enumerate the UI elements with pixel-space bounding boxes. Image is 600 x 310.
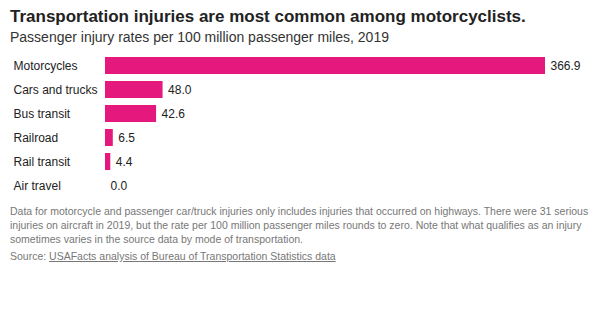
svg-text:Bus transit: Bus transit xyxy=(14,107,71,121)
html-text:Passenger injury rates per 100: Passenger injury rates per 100 million p… xyxy=(10,29,389,45)
html-text:Source: USAFacts analysis of B: Source: USAFacts analysis of Bureau of T… xyxy=(10,250,336,262)
svg-text:48.0: 48.0 xyxy=(168,83,192,97)
svg-text:366.9: 366.9 xyxy=(551,59,581,73)
svg-text:42.6: 42.6 xyxy=(162,107,186,121)
svg-text:6.5: 6.5 xyxy=(118,131,135,145)
svg-text:Air travel: Air travel xyxy=(14,179,61,193)
html-text:Transportation injuries are mo: Transportation injuries are most common … xyxy=(10,7,526,26)
svg-text:Railroad: Railroad xyxy=(14,131,59,145)
svg-text:4.4: 4.4 xyxy=(116,155,133,169)
svg-text:Rail transit: Rail transit xyxy=(14,155,71,169)
svg-text:0.0: 0.0 xyxy=(111,179,128,193)
html-text:Data for motorcycle and passen: Data for motorcycle and passenger car/tr… xyxy=(10,205,589,245)
svg-text:Motorcycles: Motorcycles xyxy=(14,59,78,73)
svg-text:Cars and trucks: Cars and trucks xyxy=(14,83,98,97)
